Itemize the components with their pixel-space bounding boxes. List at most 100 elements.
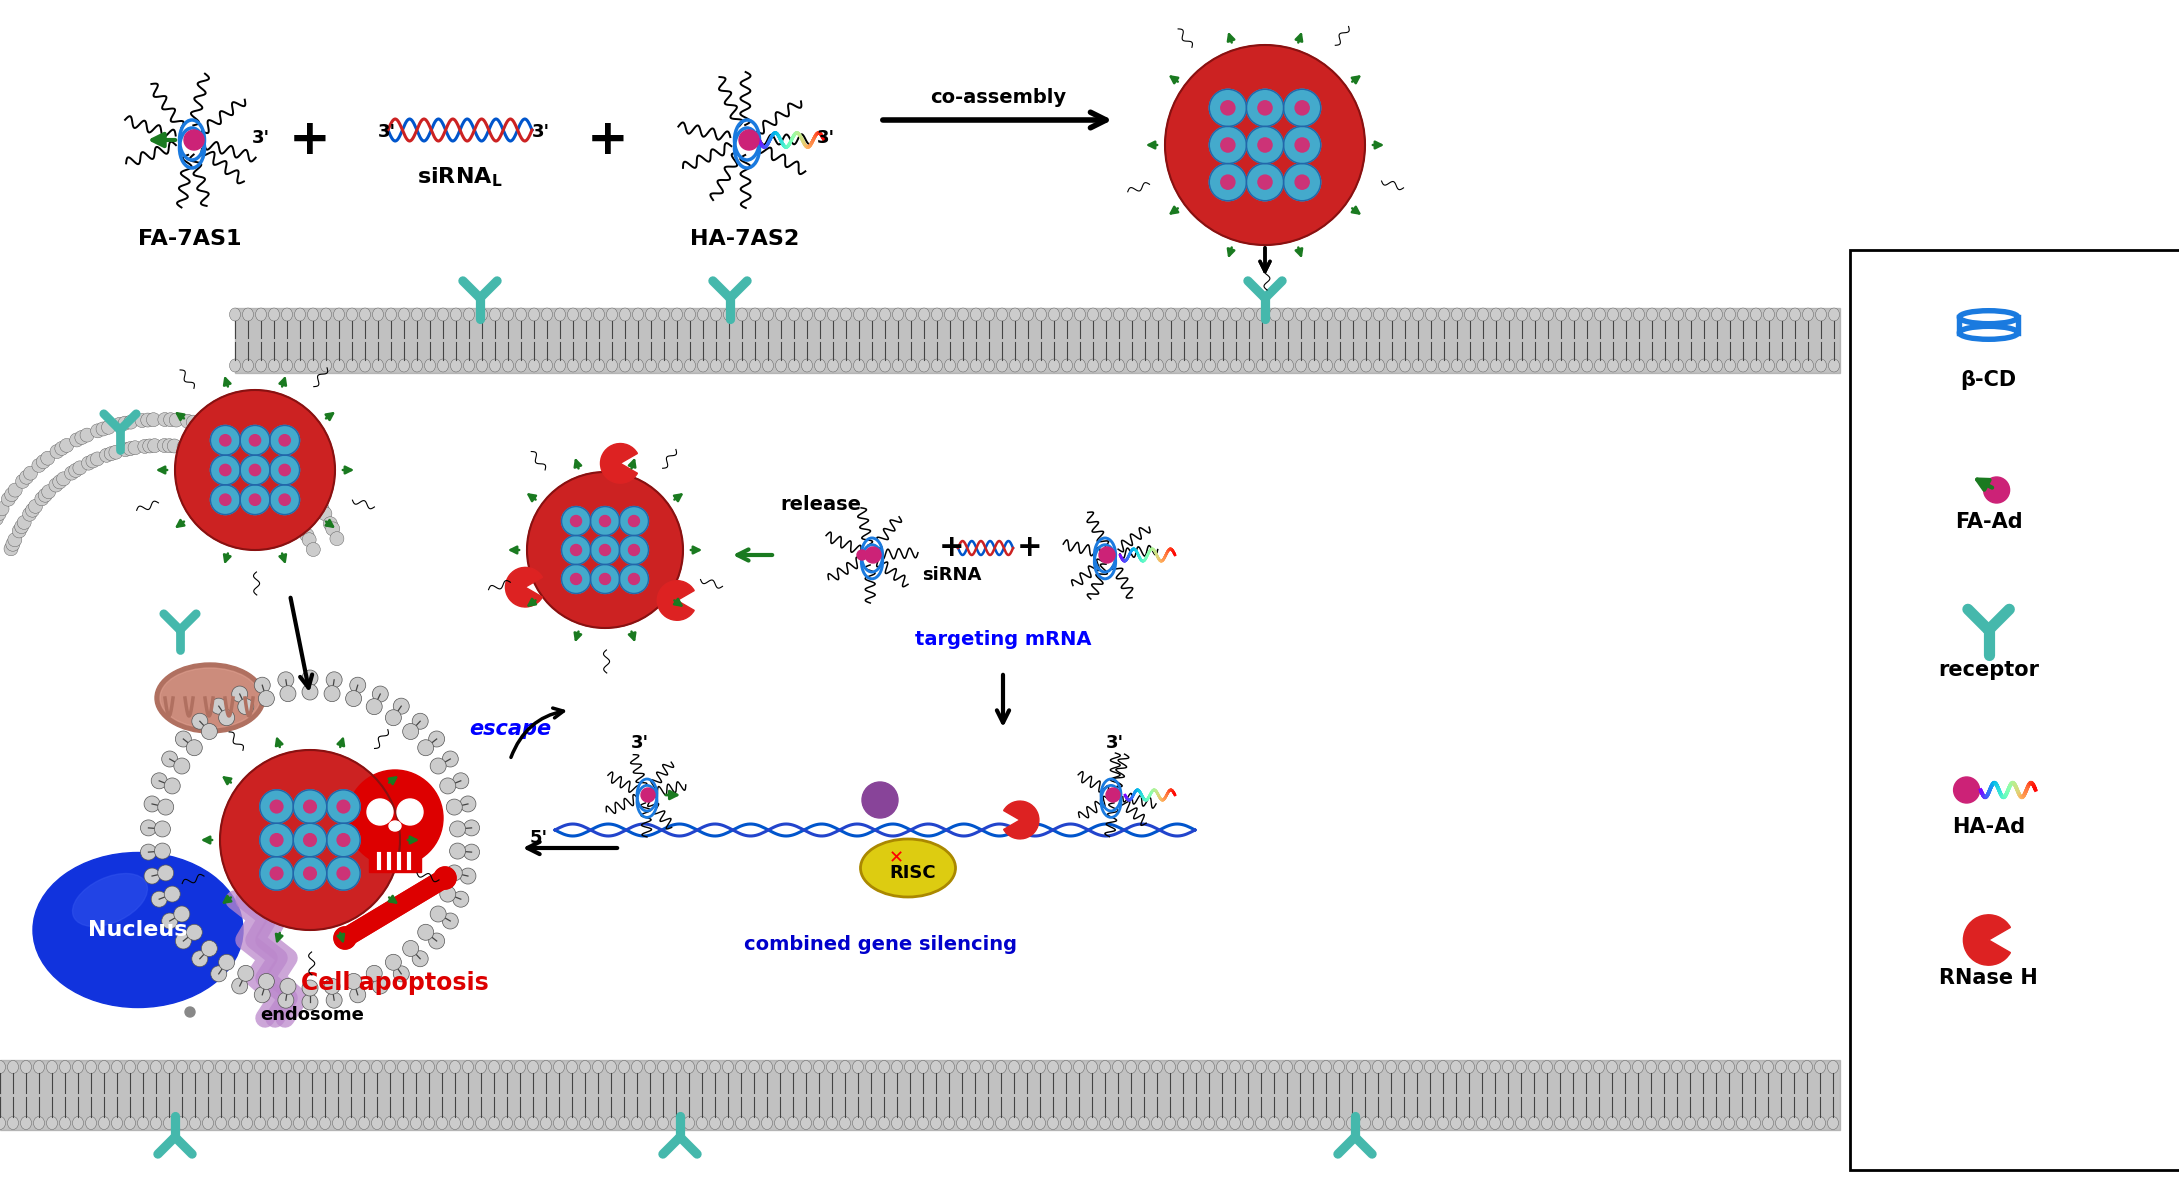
Circle shape xyxy=(157,799,174,814)
Circle shape xyxy=(137,439,153,453)
Ellipse shape xyxy=(399,359,410,372)
Ellipse shape xyxy=(1399,1060,1410,1073)
Ellipse shape xyxy=(1127,1060,1137,1073)
Circle shape xyxy=(386,710,401,726)
Ellipse shape xyxy=(242,1117,253,1130)
Ellipse shape xyxy=(906,308,917,321)
Ellipse shape xyxy=(1490,308,1501,321)
Ellipse shape xyxy=(1100,308,1111,321)
Circle shape xyxy=(619,506,649,536)
Ellipse shape xyxy=(203,1117,214,1130)
Ellipse shape xyxy=(593,308,604,321)
Ellipse shape xyxy=(632,1060,643,1073)
Ellipse shape xyxy=(1164,1060,1174,1073)
Ellipse shape xyxy=(1606,1060,1617,1073)
Ellipse shape xyxy=(880,308,891,321)
Ellipse shape xyxy=(658,308,669,321)
Ellipse shape xyxy=(787,1117,798,1130)
Ellipse shape xyxy=(723,1117,734,1130)
Bar xyxy=(0,1060,1839,1130)
Ellipse shape xyxy=(906,359,917,372)
Ellipse shape xyxy=(1334,1060,1344,1073)
Ellipse shape xyxy=(1347,1060,1358,1073)
Bar xyxy=(235,307,1839,372)
Ellipse shape xyxy=(920,308,930,321)
Ellipse shape xyxy=(1711,308,1724,321)
Ellipse shape xyxy=(1307,1060,1318,1073)
Ellipse shape xyxy=(1334,308,1344,321)
Ellipse shape xyxy=(490,359,501,372)
Circle shape xyxy=(13,524,26,538)
Ellipse shape xyxy=(1438,1117,1449,1130)
Ellipse shape xyxy=(85,1060,96,1073)
Circle shape xyxy=(224,454,238,468)
Circle shape xyxy=(301,528,314,543)
Ellipse shape xyxy=(1724,308,1734,321)
Ellipse shape xyxy=(1750,1117,1761,1130)
Ellipse shape xyxy=(1554,1117,1565,1130)
Ellipse shape xyxy=(527,1060,538,1073)
Ellipse shape xyxy=(1621,308,1632,321)
Circle shape xyxy=(41,485,57,499)
Ellipse shape xyxy=(255,308,266,321)
Ellipse shape xyxy=(1517,1060,1527,1073)
Ellipse shape xyxy=(516,359,527,372)
Circle shape xyxy=(299,479,312,493)
Ellipse shape xyxy=(268,308,279,321)
Ellipse shape xyxy=(891,1117,902,1130)
Ellipse shape xyxy=(776,359,787,372)
Ellipse shape xyxy=(1671,1117,1682,1130)
Circle shape xyxy=(641,787,656,802)
Ellipse shape xyxy=(1283,359,1294,372)
Ellipse shape xyxy=(1151,1117,1164,1130)
Circle shape xyxy=(220,452,233,466)
Ellipse shape xyxy=(553,1060,564,1073)
Ellipse shape xyxy=(1671,1060,1682,1073)
Ellipse shape xyxy=(1218,359,1229,372)
Ellipse shape xyxy=(488,1060,499,1073)
Circle shape xyxy=(157,439,172,452)
Ellipse shape xyxy=(281,1117,292,1130)
Ellipse shape xyxy=(723,1060,734,1073)
Ellipse shape xyxy=(1283,308,1294,321)
Ellipse shape xyxy=(684,359,695,372)
Circle shape xyxy=(279,496,292,510)
Ellipse shape xyxy=(0,1117,7,1130)
Circle shape xyxy=(1246,164,1283,201)
Ellipse shape xyxy=(1580,1060,1591,1073)
Ellipse shape xyxy=(1113,308,1124,321)
Circle shape xyxy=(214,423,229,435)
Ellipse shape xyxy=(1477,308,1488,321)
Circle shape xyxy=(218,955,235,970)
Circle shape xyxy=(599,545,610,556)
Ellipse shape xyxy=(750,1117,760,1130)
Ellipse shape xyxy=(1828,308,1839,321)
Circle shape xyxy=(312,497,327,511)
Ellipse shape xyxy=(567,308,577,321)
Circle shape xyxy=(174,390,336,550)
Ellipse shape xyxy=(1619,1117,1630,1130)
Ellipse shape xyxy=(606,308,617,321)
Ellipse shape xyxy=(1569,359,1580,372)
Circle shape xyxy=(285,504,299,517)
Ellipse shape xyxy=(1231,308,1242,321)
Circle shape xyxy=(200,940,218,957)
Ellipse shape xyxy=(671,1060,682,1073)
Ellipse shape xyxy=(307,1060,318,1073)
Ellipse shape xyxy=(1320,308,1334,321)
Circle shape xyxy=(619,565,649,593)
Ellipse shape xyxy=(333,359,344,372)
Ellipse shape xyxy=(1697,359,1711,372)
Ellipse shape xyxy=(944,1060,954,1073)
Circle shape xyxy=(231,686,248,701)
Ellipse shape xyxy=(1504,308,1514,321)
Circle shape xyxy=(1246,89,1283,126)
Circle shape xyxy=(447,799,462,814)
Ellipse shape xyxy=(1399,359,1410,372)
Ellipse shape xyxy=(514,1117,525,1130)
Circle shape xyxy=(216,450,229,464)
Ellipse shape xyxy=(1464,359,1475,372)
Ellipse shape xyxy=(294,308,305,321)
Text: +: + xyxy=(1018,533,1044,563)
Circle shape xyxy=(329,532,344,546)
